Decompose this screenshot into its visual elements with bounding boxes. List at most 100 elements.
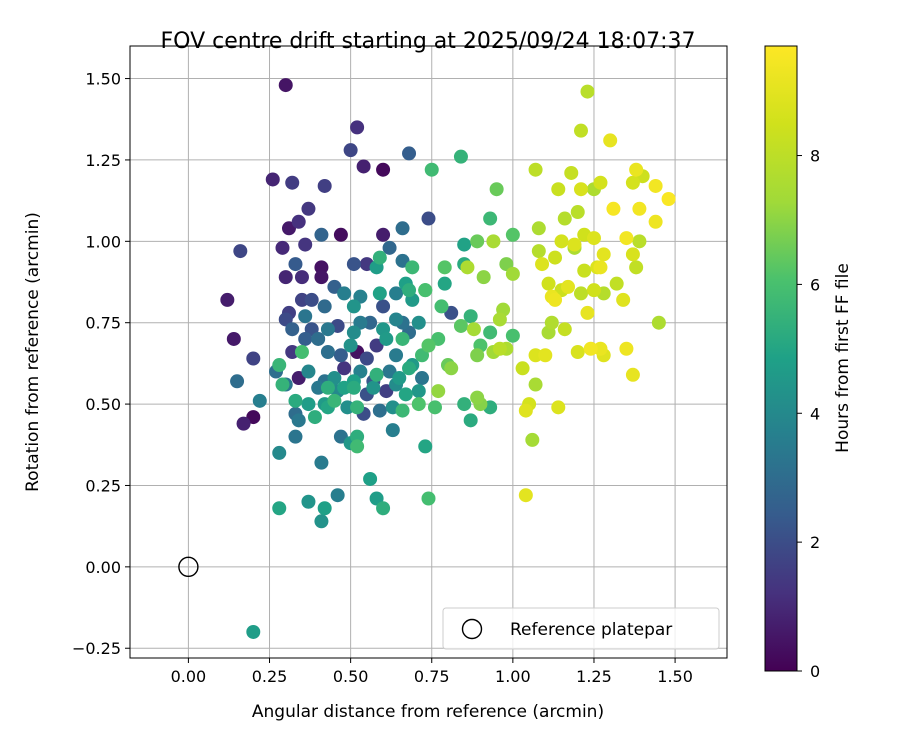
data-point bbox=[648, 214, 663, 229]
y-axis-ticks: −0.25 0.00 0.25 0.50 0.75 1.00 1.25 1.50 bbox=[72, 70, 130, 658]
data-point bbox=[327, 393, 342, 408]
data-point bbox=[343, 143, 358, 158]
data-point bbox=[392, 371, 407, 386]
data-point bbox=[528, 162, 543, 177]
data-point bbox=[629, 260, 644, 275]
colorbar-tick-label: 6 bbox=[810, 275, 820, 294]
y-tick-label: 1.25 bbox=[85, 151, 121, 170]
y-tick-label: 0.50 bbox=[85, 395, 121, 414]
data-point bbox=[586, 231, 601, 246]
data-point bbox=[453, 318, 468, 333]
data-point bbox=[320, 345, 335, 359]
data-point bbox=[411, 397, 426, 412]
data-point bbox=[460, 260, 475, 275]
data-point bbox=[278, 270, 293, 285]
y-tick-label: 0.75 bbox=[85, 314, 121, 333]
data-point bbox=[421, 491, 436, 506]
data-point bbox=[298, 331, 313, 346]
x-tick-label: 0.75 bbox=[414, 667, 450, 686]
data-point bbox=[489, 182, 504, 197]
data-point bbox=[561, 279, 576, 294]
data-point bbox=[570, 205, 585, 220]
data-point bbox=[372, 250, 387, 265]
data-point bbox=[402, 361, 417, 376]
data-point bbox=[596, 247, 611, 262]
x-axis-ticks: 0.00 0.25 0.50 0.75 1.00 1.25 1.50 bbox=[171, 658, 693, 686]
data-point bbox=[463, 309, 478, 324]
data-point bbox=[651, 315, 666, 330]
data-point bbox=[369, 367, 384, 382]
scatter-points bbox=[178, 78, 676, 639]
data-point bbox=[593, 260, 608, 275]
data-point bbox=[580, 84, 595, 99]
data-point bbox=[421, 338, 436, 353]
data-point bbox=[294, 345, 309, 359]
data-point bbox=[405, 260, 420, 275]
data-point bbox=[288, 393, 303, 408]
data-point bbox=[226, 331, 241, 346]
data-point bbox=[220, 292, 235, 307]
data-point bbox=[236, 416, 251, 431]
data-point bbox=[343, 338, 358, 353]
data-point bbox=[437, 276, 452, 291]
data-point bbox=[288, 429, 303, 444]
data-point bbox=[376, 162, 391, 177]
data-point bbox=[337, 361, 352, 376]
colorbar-label: Hours from first FF file bbox=[833, 263, 853, 453]
data-point bbox=[492, 312, 507, 327]
colorbar-tick-label: 8 bbox=[810, 147, 820, 166]
chart-title: FOV centre drift starting at 2025/09/24 … bbox=[161, 29, 696, 54]
data-point bbox=[298, 309, 313, 324]
data-point bbox=[246, 624, 261, 639]
data-point bbox=[483, 211, 498, 226]
colorbar-tick-label: 0 bbox=[810, 662, 820, 681]
data-point bbox=[337, 286, 352, 301]
y-tick-label: 1.50 bbox=[85, 70, 121, 89]
data-point bbox=[395, 403, 410, 418]
data-point bbox=[291, 214, 306, 229]
data-point bbox=[402, 283, 417, 298]
data-point bbox=[476, 270, 491, 285]
data-point bbox=[398, 387, 413, 402]
data-point bbox=[356, 159, 371, 174]
data-point bbox=[301, 364, 316, 379]
data-point bbox=[301, 494, 316, 509]
data-point bbox=[288, 257, 303, 272]
data-point bbox=[285, 345, 300, 359]
data-point bbox=[570, 345, 585, 359]
data-point bbox=[632, 234, 647, 249]
data-point bbox=[304, 292, 319, 307]
data-point bbox=[603, 133, 618, 148]
data-point bbox=[346, 325, 361, 340]
data-point bbox=[418, 283, 433, 298]
data-point bbox=[418, 439, 433, 454]
data-point bbox=[457, 237, 472, 252]
data-point bbox=[573, 182, 588, 197]
data-point bbox=[382, 240, 397, 255]
legend-box bbox=[442, 607, 720, 650]
data-point bbox=[298, 237, 313, 252]
data-point bbox=[411, 315, 426, 330]
data-point bbox=[619, 341, 634, 356]
data-point bbox=[528, 348, 543, 363]
data-point bbox=[427, 400, 442, 415]
data-point bbox=[230, 374, 245, 389]
colorbar-gradient bbox=[764, 45, 798, 672]
data-point bbox=[395, 331, 410, 346]
reference-point-marker bbox=[178, 556, 199, 578]
data-point bbox=[278, 78, 293, 93]
data-point bbox=[320, 380, 335, 395]
data-point bbox=[333, 348, 348, 363]
data-point bbox=[625, 367, 640, 382]
y-axis-label: Rotation from reference (arcmin) bbox=[23, 212, 43, 492]
data-point bbox=[515, 361, 530, 376]
data-point bbox=[285, 175, 300, 190]
data-point bbox=[366, 380, 381, 395]
data-point bbox=[317, 299, 332, 314]
data-point bbox=[307, 410, 322, 425]
data-point bbox=[548, 292, 563, 307]
data-point bbox=[314, 227, 329, 242]
data-point bbox=[294, 270, 309, 285]
data-point bbox=[275, 240, 290, 255]
data-point bbox=[466, 322, 481, 337]
